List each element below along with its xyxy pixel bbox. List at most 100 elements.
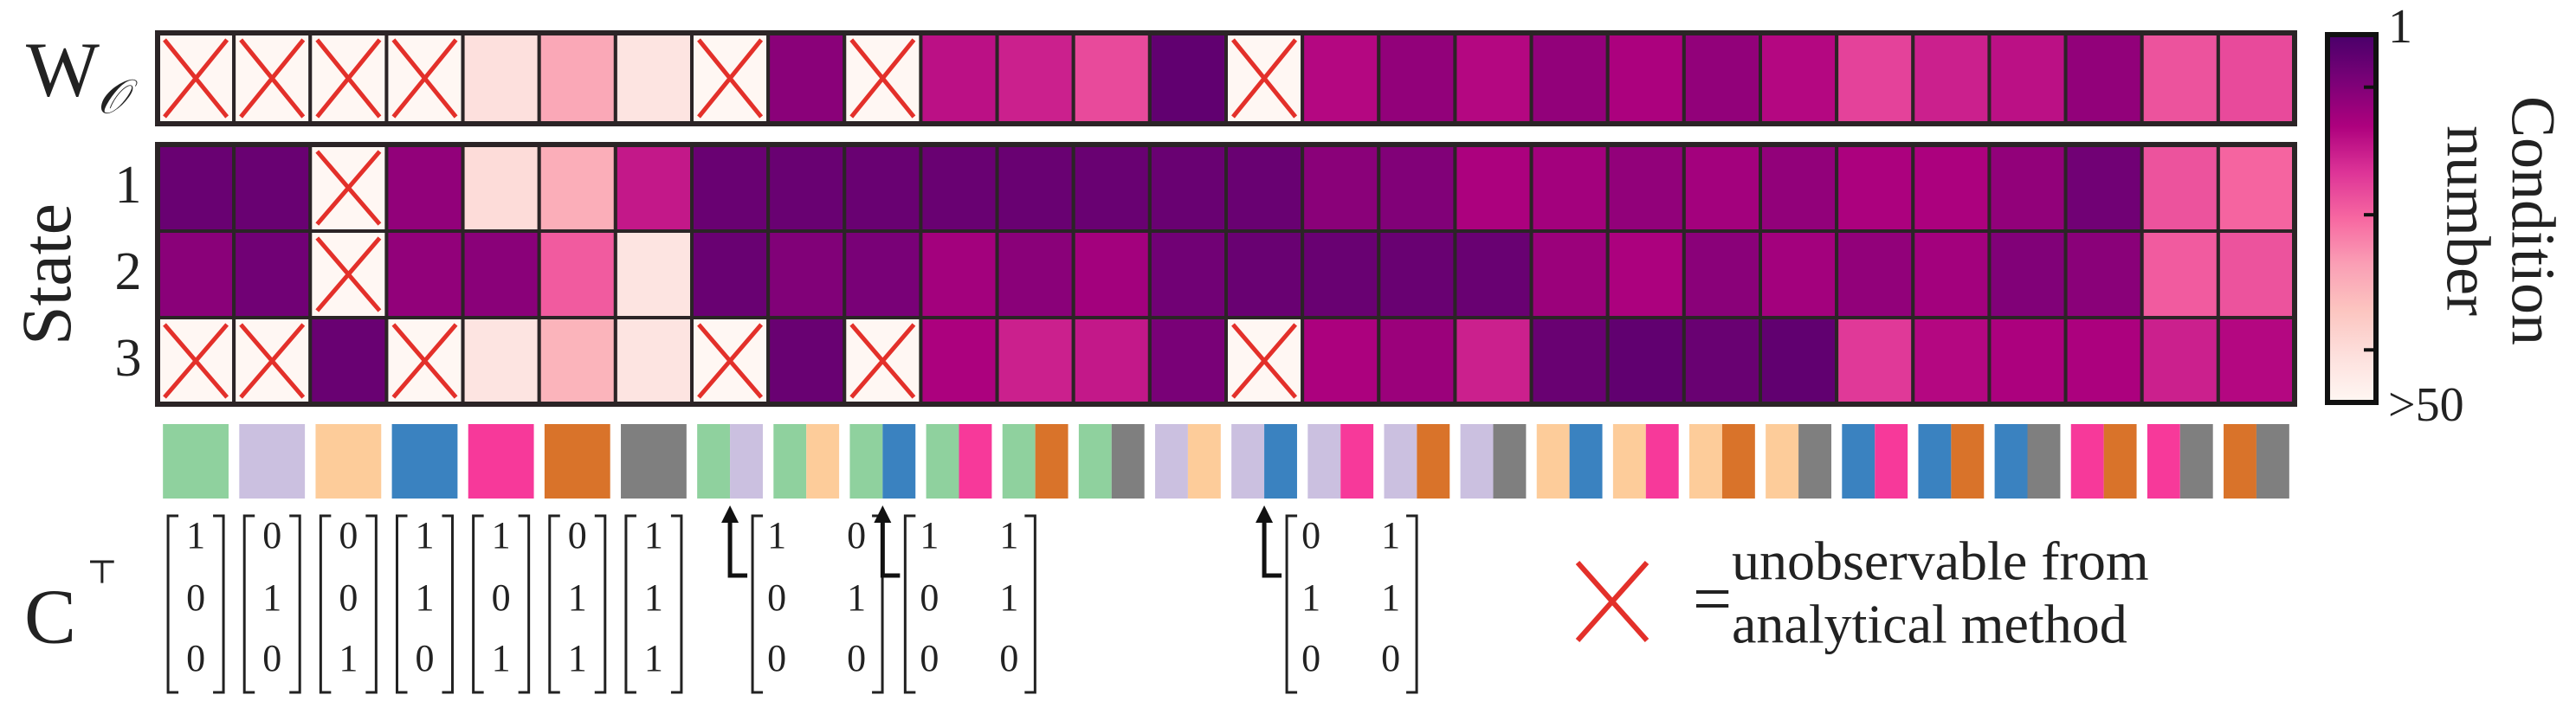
matrix-entry: 1 [568,637,587,679]
matrix-entry: 1 [568,576,587,619]
matrix-entry: 0 [416,637,435,679]
sensor-swatch [1187,424,1221,499]
matrix-entry: 0 [1301,514,1320,557]
row-label: 3 [115,329,142,388]
heatmap-cell [1759,229,1839,319]
unobservable-mark [315,38,382,119]
unobservable-mark [849,38,916,119]
unobservable-mark [315,236,382,312]
heatmap-cell [1759,31,1839,125]
unobservable-mark [239,323,306,399]
arrow [727,518,748,578]
matrix-entry: 1 [999,514,1018,557]
c-label: C [24,575,76,660]
sensor-swatch [1035,424,1068,499]
heatmap-cell [2216,316,2297,406]
heatmap-cell [613,229,694,319]
heatmap-cell [2140,229,2220,319]
matrix-entry: 1 [186,514,205,557]
sensor-swatch [1155,424,1188,499]
heatmap-cell [1301,229,1381,319]
bracket [903,514,916,694]
heatmap-cell [2063,31,2144,125]
heatmap-cell [995,229,1075,319]
matrix-entry: 0 [920,637,939,679]
unobservable-mark [1231,323,1298,399]
sensor-swatch [2103,424,2137,499]
heatmap-cell [1911,316,1992,406]
arrow-head [721,505,739,523]
matrix-entry: 1 [644,514,663,557]
heatmap-cell [1147,316,1229,406]
heatmap-cell [2140,316,2220,406]
matrix-entry: 0 [339,576,358,619]
heatmap-cell [1987,143,2068,233]
row-label: 2 [115,242,142,301]
heatmap-cell [2216,31,2297,125]
unobservable-mark [315,150,382,226]
sensor-swatch [2027,424,2061,499]
matrix-entry: 0 [186,637,205,679]
matrix-entry: 0 [339,514,358,557]
heatmap-cell [2140,31,2220,125]
heatmap-cell [690,229,771,319]
matrix-entry: 0 [847,637,866,679]
matrix-entry: 1 [644,576,663,619]
heatmap-cell [613,143,694,233]
sensor-swatch [621,424,687,499]
heatmap-cell [461,229,541,319]
heatmap-cell [1911,229,1992,319]
sensor-swatch [1994,424,2028,499]
heatmap-cell [1453,316,1533,406]
sensor-swatch [1460,424,1494,499]
heatmap-cell [1453,229,1533,319]
heatmap-cell [1911,143,1992,233]
heatmap-cell [1759,316,1839,406]
heatmap-cell [1071,316,1152,406]
heatmap-cell [1529,31,1610,125]
heatmap-cell [1987,31,2068,125]
heatmap-cell [461,316,541,406]
bracket [213,514,225,694]
sensor-swatch [1231,424,1265,499]
matrix-entry: 0 [1301,637,1320,679]
heatmap-cell [1301,143,1381,233]
w-subscript: 𝒪 [97,71,138,124]
heatmap-cell [1682,229,1763,319]
heatmap-cell [1682,31,1763,125]
colorbar-title: number [2433,125,2502,316]
heatmap-cell [1453,31,1533,125]
heatmap-cell [1147,229,1229,319]
sensor-swatch [1384,424,1417,499]
matrix-entry: 0 [999,637,1018,679]
heatmap-cell [919,316,999,406]
heatmap-cell [1835,31,1915,125]
heatmap-cell [1835,143,1915,233]
sensor-swatch [730,424,763,499]
colorbar-tick-label: 1 [2388,0,2412,54]
heatmap-cell [1682,143,1763,233]
heatmap-cell [384,229,465,319]
sensor-swatch [2147,424,2180,499]
sensor-swatch [1766,424,1799,499]
legend-equals: = [1693,561,1732,637]
matrix-entry: 1 [339,637,358,679]
heatmap-cell [1377,143,1457,233]
unobservable-mark [163,38,229,119]
state-label: State [7,203,86,345]
sensor-swatch [1842,424,1876,499]
heatmap-cell [766,229,847,319]
bracket [872,514,884,694]
bracket [1406,514,1418,694]
heatmap-cell [156,143,236,233]
heatmap-cell [537,229,617,319]
heatmap-cell [156,229,236,319]
heatmap-cell [919,229,999,319]
legend-symbol [1575,561,1650,642]
heatmap-border [155,142,2297,407]
matrix-entry: 0 [767,637,786,679]
heatmap-cell [843,143,923,233]
sensor-swatch [1612,424,1646,499]
sensor-swatch [1111,424,1145,499]
matrix-entry: 1 [262,576,281,619]
